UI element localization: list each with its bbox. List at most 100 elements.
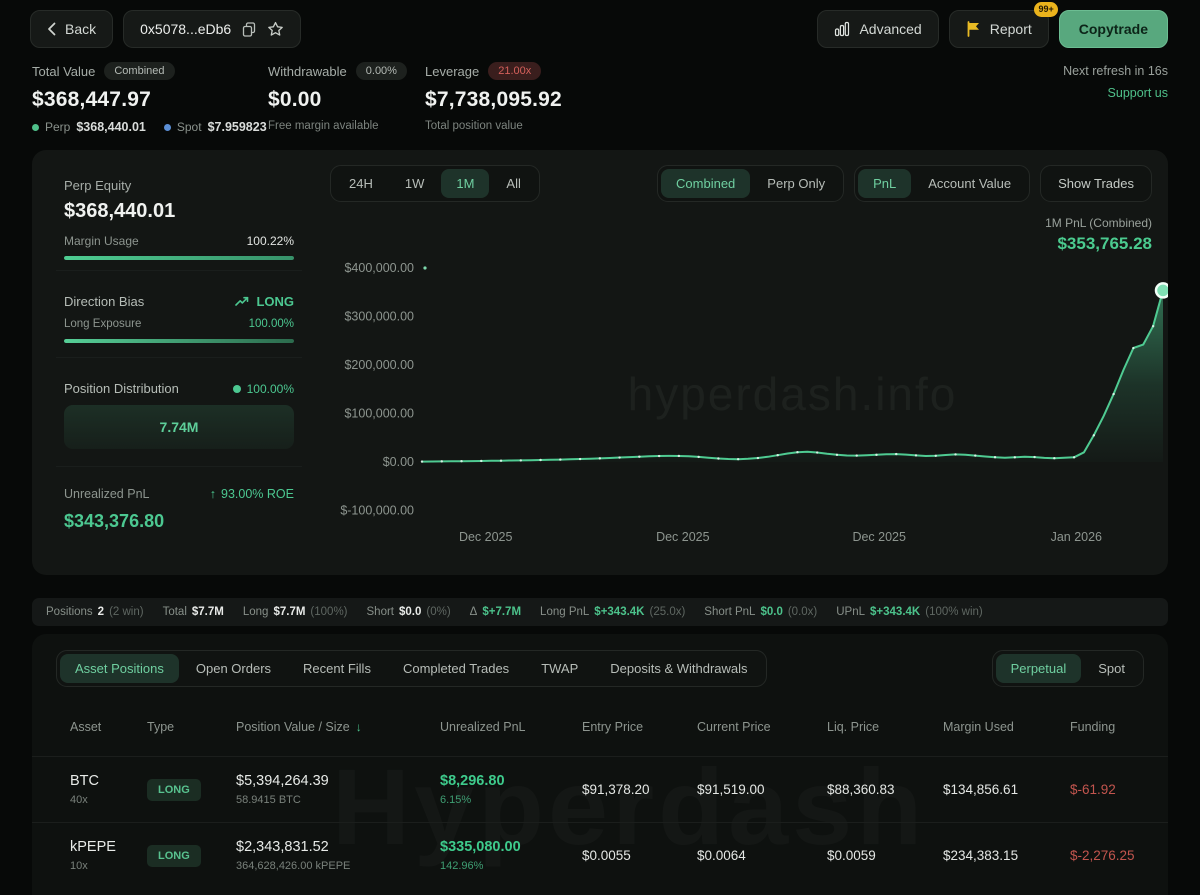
summary-item-label: Δ xyxy=(469,606,478,618)
y-axis-tick: $-100,000.00 xyxy=(340,504,414,518)
x-axis-tick: Dec 2025 xyxy=(459,530,513,544)
flag-icon xyxy=(966,21,981,37)
summary-item-label: UPnL xyxy=(836,606,866,618)
long-badge: LONG xyxy=(147,778,201,801)
mode-tab-combined[interactable]: Combined xyxy=(661,169,751,198)
column-header-unrealized-pnl[interactable]: Unrealized PnL xyxy=(440,720,526,734)
market-tab-perpetual[interactable]: Perpetual xyxy=(995,654,1082,683)
leverage-sub: Total position value xyxy=(425,120,523,132)
unrealized-pnl-roe: 142.96% xyxy=(440,860,484,872)
chart-pnl-label: 1M PnL (Combined) xyxy=(1045,216,1152,230)
liq-price: $0.0059 xyxy=(827,848,876,863)
summary-item: Short PnL $0.0 (0.0x) xyxy=(704,606,817,618)
long-exposure-label: Long Exposure xyxy=(64,318,142,330)
y-axis-tick: $300,000.00 xyxy=(344,310,414,324)
back-button[interactable]: Back xyxy=(30,10,114,48)
spot-dot-icon xyxy=(163,123,171,131)
summary-item-value: 2 xyxy=(97,606,105,618)
chevron-left-icon xyxy=(47,22,56,36)
asset-symbol: kPEPE xyxy=(70,839,116,855)
unrealized-pnl-cell: $8,296.80 6.15% xyxy=(440,773,582,806)
x-axis-tick: Dec 2025 xyxy=(852,530,906,544)
positions-tab-twap[interactable]: TWAP xyxy=(526,654,593,683)
column-header-funding[interactable]: Funding xyxy=(1070,720,1116,734)
last-point-marker[interactable] xyxy=(1154,282,1168,299)
column-header-type[interactable]: Type xyxy=(147,720,175,734)
asset-leverage: 40x xyxy=(70,794,88,806)
position-distribution-label: Position Distribution xyxy=(64,381,179,396)
positions-tab-open-orders[interactable]: Open Orders xyxy=(181,654,286,683)
panel-divider xyxy=(56,466,302,467)
pnl-area-chart[interactable]: hyperdash.info $400,000.00 $300,000.00 $200… xyxy=(318,248,1168,558)
positions-tab-asset-positions[interactable]: Asset Positions xyxy=(60,654,179,683)
liq-price: $88,360.83 xyxy=(827,782,895,797)
column-header-entry-price[interactable]: Entry Price xyxy=(582,720,644,734)
range-tab-1m[interactable]: 1M xyxy=(441,169,490,198)
column-header-liq-price[interactable]: Liq. Price xyxy=(827,720,880,734)
report-button[interactable]: Report xyxy=(948,10,1049,48)
combined-perp-toggle: Combined Perp Only xyxy=(657,165,845,202)
time-range-tabs: 24H 1W 1M All xyxy=(330,165,540,202)
sort-desc-icon[interactable]: ↓ xyxy=(355,720,362,734)
copy-icon[interactable] xyxy=(242,21,256,37)
report-button-wrap: Report 99+ xyxy=(948,2,1058,48)
report-label: Report xyxy=(989,21,1032,37)
positions-tab-completed-trades[interactable]: Completed Trades xyxy=(388,654,524,683)
show-trades-button[interactable]: Show Trades xyxy=(1040,165,1152,202)
pnl-account-toggle: PnL Account Value xyxy=(854,165,1031,202)
mode-tab-perp-only[interactable]: Perp Only xyxy=(752,169,840,198)
chart-pnl-readout: 1M PnL (Combined) $353,765.28 xyxy=(1045,216,1152,254)
combined-badge: Combined xyxy=(104,62,175,80)
summary-item-value: $7.7M xyxy=(191,606,224,618)
asset-cell: kPEPE 10x xyxy=(70,839,147,872)
advanced-button[interactable]: Advanced xyxy=(817,10,939,48)
summary-item: Long $7.7M (100%) xyxy=(243,606,348,618)
direction-bias-value: LONG xyxy=(256,294,294,309)
star-icon[interactable] xyxy=(267,21,284,37)
leverage-stat: Leverage 21.00x $7,738,095.92 Total posi… xyxy=(425,62,562,132)
unrealized-pnl-value: $8,296.80 xyxy=(440,773,505,789)
range-tab-1w[interactable]: 1W xyxy=(390,169,440,198)
range-tab-24h[interactable]: 24H xyxy=(334,169,388,198)
advanced-label: Advanced xyxy=(859,21,922,37)
column-header-asset[interactable]: Asset xyxy=(70,720,102,734)
margin-usage-label: Margin Usage xyxy=(64,234,139,248)
margin-usage-value: 100.22% xyxy=(246,234,294,248)
withdrawable-stat: Withdrawable 0.00% $0.00 Free margin ava… xyxy=(268,62,407,132)
position-value-cell: $2,343,831.52 364,628,426.00 kPEPE xyxy=(236,839,440,872)
position-row-btc[interactable]: BTC 40x LONG $5,394,264.39 58.9415 BTC $8,296… xyxy=(32,756,1168,822)
summary-item: Short $0.0 (0%) xyxy=(367,606,451,618)
position-row-kpepe[interactable]: kPEPE 10x LONG $2,343,831.52 364,628,426.00 … xyxy=(32,822,1168,888)
summary-item-label: Long PnL xyxy=(540,606,590,618)
margin-used: $134,856.61 xyxy=(943,782,1019,797)
spot-label: Spot xyxy=(176,120,202,134)
market-tab-spot[interactable]: Spot xyxy=(1083,654,1140,683)
support-us-link[interactable]: Support us xyxy=(1107,86,1168,100)
summary-item-value: $0.0 xyxy=(399,606,422,618)
column-header-margin-used[interactable]: Margin Used xyxy=(943,720,1014,734)
type-cell: LONG xyxy=(147,844,236,867)
column-header-position-value-size[interactable]: Position Value / Size ↓ xyxy=(236,720,362,734)
positions-tab-recent-fills[interactable]: Recent Fills xyxy=(288,654,386,683)
summary-item-label: Short PnL xyxy=(704,606,756,618)
view-tab-account-value[interactable]: Account Value xyxy=(913,169,1026,198)
summary-item-extra: (100%) xyxy=(310,606,348,618)
copytrade-button[interactable]: Copytrade xyxy=(1058,10,1168,48)
position-value-cell: $5,394,264.39 58.9415 BTC xyxy=(236,773,440,806)
summary-item-label: Short xyxy=(366,606,395,618)
positions-tab-deposits-withdrawals[interactable]: Deposits & Withdrawals xyxy=(595,654,762,683)
unrealized-pnl-value: $343,376.80 xyxy=(64,511,165,531)
summary-item-value: $+7.7M xyxy=(482,606,522,618)
position-distribution-value: 100.00% xyxy=(246,381,294,396)
column-header-current-price[interactable]: Current Price xyxy=(697,720,771,734)
distribution-box[interactable]: 7.74M xyxy=(64,405,294,449)
withdrawable-sub: Free margin available xyxy=(268,120,379,132)
view-tab-pnl[interactable]: PnL xyxy=(858,169,912,198)
summary-item-value: $7.7M xyxy=(273,606,306,618)
x-axis-tick: Jan 2026 xyxy=(1051,530,1102,544)
position-size: 58.9415 BTC xyxy=(236,794,301,806)
range-tab-all[interactable]: All xyxy=(491,169,535,198)
distribution-dot-icon xyxy=(232,384,241,393)
wallet-address-pill[interactable]: 0x5078...eDb6 xyxy=(123,10,302,48)
